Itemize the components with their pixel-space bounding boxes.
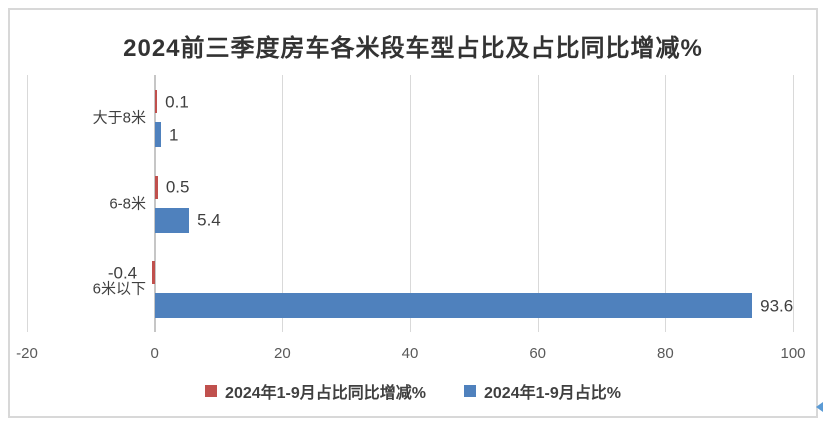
legend-swatch-icon	[205, 385, 218, 397]
chart-card: 2024前三季度房车各米段车型占比及占比同比增减% 0.1 1 0.5 5.4 -0.4…	[8, 8, 818, 418]
data-label: 1	[169, 125, 179, 144]
x-axis-tick-label: 80	[656, 345, 674, 362]
data-label: -0.4	[107, 263, 138, 283]
x-axis-tick-label: 100	[780, 345, 806, 362]
gridline	[410, 75, 411, 332]
category-axis-label: 6-8米	[109, 195, 146, 212]
legend: 2024年1-9月占比同比增减% 2024年1-9月占比%	[10, 379, 816, 403]
legend-label: 2024年1-9月占比%	[484, 385, 621, 402]
bar-share	[154, 207, 190, 233]
data-label: 5.4	[197, 210, 221, 230]
category-axis-label: 大于8米	[92, 109, 146, 127]
plot-area: 0.1 1 0.5 5.4 -0.4 93.6	[27, 75, 794, 332]
x-axis-tick-label: 20	[273, 345, 291, 362]
bar-share	[154, 293, 753, 319]
bar-change	[154, 90, 158, 113]
bar-share	[154, 122, 162, 147]
data-label: 0.5	[165, 177, 190, 197]
zero-axis-line	[153, 75, 156, 332]
chart-title: 2024前三季度房车各米段车型占比及占比同比增减%	[123, 35, 703, 62]
gridline	[793, 75, 794, 332]
x-axis-tick-label: -20	[16, 345, 38, 362]
bar-change	[154, 175, 158, 199]
x-axis-tick-label: 0	[150, 345, 159, 362]
legend-label: 2024年1-9月占比同比增减%	[225, 385, 426, 402]
gridline	[665, 75, 667, 332]
data-label: 93.6	[760, 296, 794, 316]
x-axis-tick-label: 40	[401, 345, 419, 362]
gridline	[537, 75, 539, 332]
legend-item-change[interactable]: 2024年1-9月占比同比增减%	[205, 379, 426, 403]
data-label: 0.1	[165, 92, 189, 111]
x-axis-tick-label: 60	[529, 345, 546, 362]
bar-change	[152, 261, 155, 285]
legend-item-share[interactable]: 2024年1-9月占比%	[464, 379, 621, 403]
gridline	[27, 75, 28, 332]
gridline	[282, 75, 284, 332]
category-axis-label: 6米以下	[92, 280, 146, 298]
legend-swatch-icon	[464, 385, 476, 397]
resize-handle-icon[interactable]	[816, 402, 823, 412]
